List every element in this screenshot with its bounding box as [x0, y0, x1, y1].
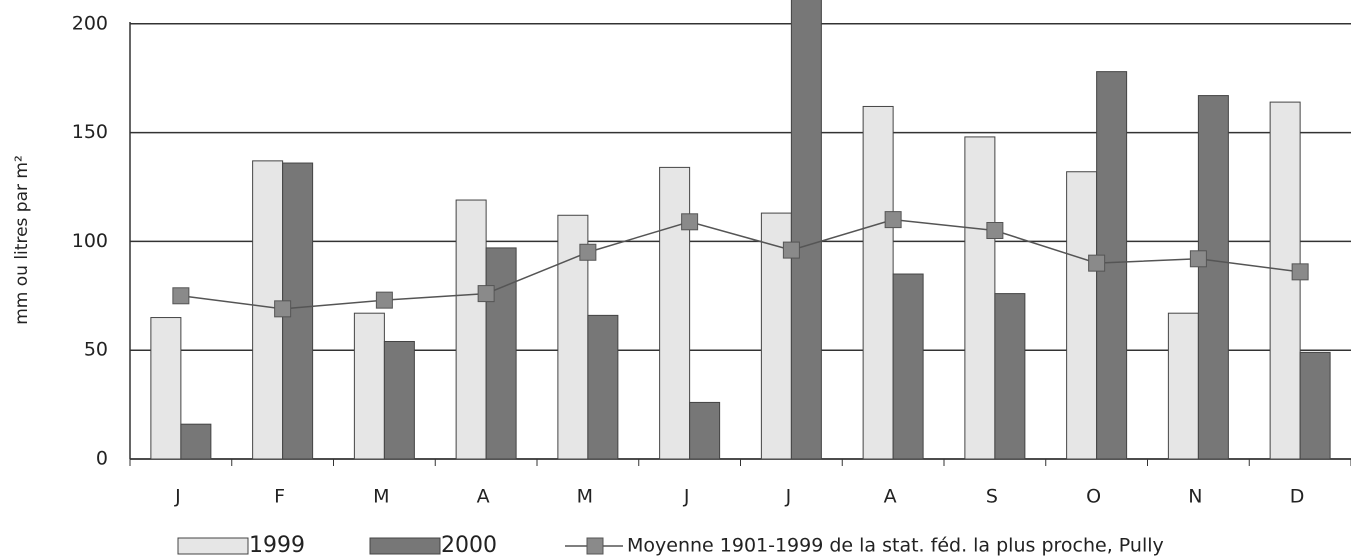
mean-marker — [579, 243, 597, 261]
x-tick-label: D — [1290, 486, 1305, 508]
bar — [964, 136, 996, 460]
bar — [1197, 95, 1229, 460]
mean-marker — [782, 241, 800, 259]
mean-marker — [274, 300, 292, 318]
bar — [1299, 351, 1331, 460]
x-tick-label: J — [785, 486, 792, 508]
bar — [180, 423, 212, 460]
plot-area — [150, 0, 1331, 460]
legend-swatch — [177, 537, 249, 555]
legend-label: Moyenne 1901-1999 de la stat. féd. la pl… — [627, 535, 1164, 557]
y-tick-label: 150 — [72, 121, 108, 143]
x-tick-label: A — [884, 486, 897, 508]
mean-marker — [1291, 263, 1309, 281]
bar — [150, 317, 182, 460]
bar — [383, 340, 415, 460]
bar — [892, 273, 924, 460]
y-tick-label: 100 — [72, 230, 108, 252]
y-axis-label: mm ou litres par m² — [12, 155, 32, 325]
y-tick-label: 50 — [84, 339, 108, 361]
mean-marker — [681, 213, 699, 231]
legend-label: 1999 — [249, 533, 305, 558]
y-tick-label: 0 — [96, 448, 108, 470]
bar — [1066, 171, 1098, 460]
bar — [659, 166, 691, 460]
bar — [485, 247, 517, 460]
legend-label: 2000 — [441, 533, 497, 558]
mean-marker — [375, 291, 393, 309]
bar — [994, 293, 1026, 460]
x-tick-label: S — [986, 486, 998, 508]
bar — [689, 401, 721, 460]
bar — [1269, 101, 1301, 460]
x-tick-label: M — [373, 486, 389, 508]
x-tick-label: F — [274, 486, 285, 508]
bar — [587, 314, 619, 460]
mean-marker — [884, 211, 902, 229]
mean-marker — [1189, 250, 1207, 268]
bar — [1167, 312, 1199, 460]
x-tick-label: J — [174, 486, 181, 508]
mean-marker — [477, 285, 495, 303]
x-tick-label: M — [577, 486, 593, 508]
mean-marker — [172, 287, 190, 305]
x-tick-label: A — [477, 486, 490, 508]
bar — [353, 312, 385, 460]
y-tick-label: 200 — [72, 12, 108, 34]
mean-line — [180, 218, 1301, 310]
mean-marker — [986, 222, 1004, 239]
bar — [455, 199, 487, 460]
legend-swatch — [369, 537, 441, 555]
x-tick-label: J — [683, 486, 690, 508]
x-tick-label: N — [1188, 486, 1202, 508]
x-tick-label: O — [1086, 486, 1101, 508]
mean-marker — [1088, 254, 1106, 272]
bar — [790, 0, 822, 460]
legend-marker — [586, 537, 604, 555]
bar — [862, 105, 894, 460]
